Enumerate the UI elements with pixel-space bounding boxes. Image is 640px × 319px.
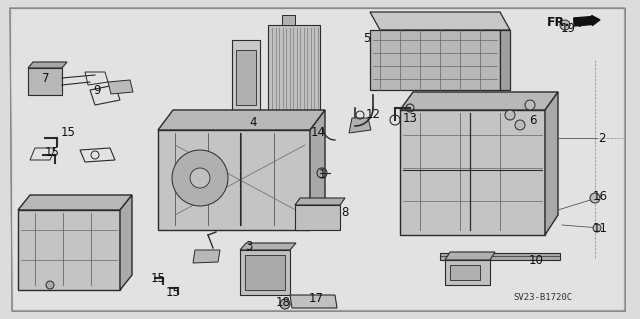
Text: 14: 14 (310, 127, 326, 139)
Text: FR.: FR. (547, 17, 570, 29)
Polygon shape (120, 195, 132, 290)
Polygon shape (268, 25, 320, 115)
Polygon shape (290, 295, 337, 308)
Text: 15: 15 (45, 146, 60, 160)
Text: 18: 18 (276, 295, 291, 308)
Polygon shape (28, 68, 62, 95)
Circle shape (560, 20, 570, 30)
Polygon shape (400, 110, 545, 235)
Circle shape (505, 110, 515, 120)
Polygon shape (108, 80, 133, 94)
Circle shape (515, 120, 525, 130)
Polygon shape (232, 40, 260, 115)
Text: 16: 16 (593, 190, 607, 204)
Text: 15: 15 (150, 271, 165, 285)
Polygon shape (440, 253, 560, 260)
Polygon shape (295, 198, 345, 205)
Polygon shape (445, 260, 490, 285)
Text: SV23-B1720C: SV23-B1720C (513, 293, 573, 301)
Text: 1: 1 (318, 168, 326, 182)
Circle shape (593, 224, 601, 232)
Polygon shape (545, 92, 558, 235)
Polygon shape (295, 205, 340, 230)
Circle shape (590, 193, 600, 203)
Polygon shape (18, 195, 132, 210)
Polygon shape (236, 50, 256, 105)
Circle shape (172, 150, 228, 206)
Polygon shape (240, 243, 296, 250)
Polygon shape (193, 250, 220, 263)
Polygon shape (400, 92, 558, 110)
Circle shape (525, 100, 535, 110)
Polygon shape (18, 210, 120, 290)
Text: 10: 10 (529, 254, 543, 266)
Polygon shape (310, 110, 325, 230)
Text: 11: 11 (593, 221, 607, 234)
Polygon shape (349, 118, 371, 133)
Bar (245, 255, 285, 290)
Text: 15: 15 (61, 127, 76, 139)
Text: 15: 15 (166, 286, 180, 299)
Polygon shape (158, 110, 325, 130)
Polygon shape (370, 12, 510, 30)
Text: 8: 8 (341, 206, 349, 219)
Text: 6: 6 (529, 114, 537, 127)
Polygon shape (10, 8, 625, 311)
Polygon shape (370, 30, 500, 90)
Bar (450, 265, 480, 280)
Text: 5: 5 (364, 32, 371, 44)
Circle shape (46, 281, 54, 289)
Circle shape (280, 299, 290, 309)
FancyArrow shape (573, 16, 600, 26)
Text: 12: 12 (365, 108, 381, 121)
Polygon shape (445, 252, 495, 260)
Text: 3: 3 (245, 241, 253, 254)
Text: 4: 4 (249, 115, 257, 129)
Polygon shape (158, 130, 310, 230)
Circle shape (190, 168, 210, 188)
Text: 2: 2 (598, 131, 605, 145)
Text: 17: 17 (308, 292, 323, 305)
Polygon shape (500, 30, 510, 90)
Polygon shape (240, 250, 290, 295)
Text: 7: 7 (42, 71, 50, 85)
Text: 9: 9 (93, 84, 100, 97)
Text: 13: 13 (403, 112, 417, 124)
Polygon shape (28, 62, 67, 68)
Polygon shape (12, 10, 623, 309)
Text: 19: 19 (561, 21, 575, 34)
Polygon shape (282, 15, 295, 25)
